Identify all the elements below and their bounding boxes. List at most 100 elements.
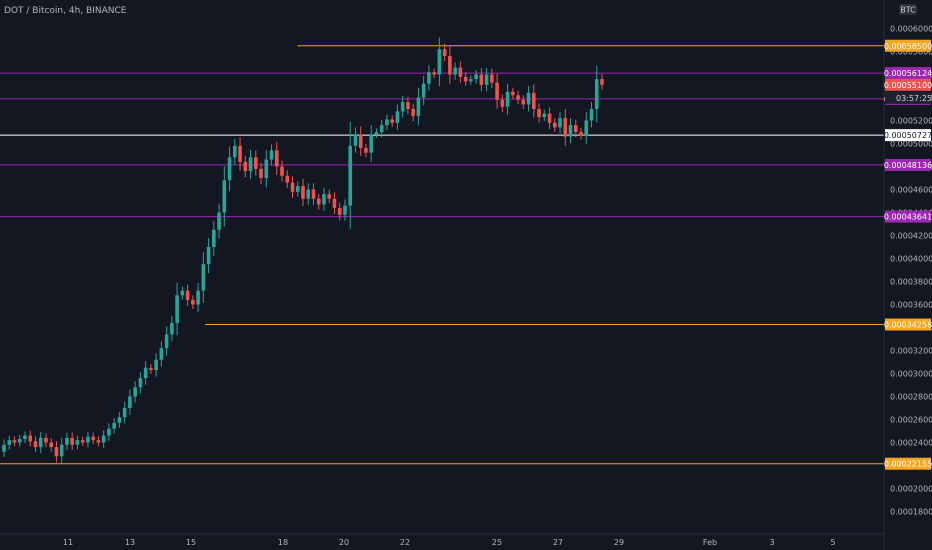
candle[interactable] <box>65 432 69 451</box>
candle[interactable] <box>594 65 599 123</box>
candle[interactable] <box>448 46 452 84</box>
candle[interactable] <box>316 193 321 210</box>
candle[interactable] <box>589 102 594 128</box>
candle[interactable] <box>427 65 431 91</box>
candle[interactable] <box>353 127 358 153</box>
currency-badge[interactable]: BTC <box>899 4 917 15</box>
candle[interactable] <box>138 372 143 394</box>
candle[interactable] <box>358 126 363 156</box>
candle[interactable] <box>558 112 562 134</box>
candle[interactable] <box>70 432 74 451</box>
candle[interactable] <box>537 103 541 123</box>
candle[interactable] <box>516 90 520 105</box>
candle[interactable] <box>154 353 158 377</box>
candle[interactable] <box>180 286 185 300</box>
candle[interactable] <box>264 150 269 188</box>
candle[interactable] <box>406 96 410 115</box>
candle[interactable] <box>91 432 95 445</box>
candle[interactable] <box>23 431 27 444</box>
candle[interactable] <box>306 183 311 205</box>
candle[interactable] <box>128 389 132 415</box>
candle[interactable] <box>563 108 568 146</box>
candle[interactable] <box>453 62 457 80</box>
candle[interactable] <box>521 95 526 109</box>
candle[interactable] <box>248 149 253 179</box>
candle[interactable] <box>2 439 6 457</box>
candle[interactable] <box>175 282 179 336</box>
candle[interactable] <box>374 128 379 138</box>
candle[interactable] <box>458 61 463 83</box>
candle[interactable] <box>80 436 85 447</box>
candle[interactable] <box>442 43 447 62</box>
candle[interactable] <box>411 103 415 122</box>
candle[interactable] <box>285 170 290 188</box>
candle[interactable] <box>437 37 442 87</box>
candle[interactable] <box>600 74 604 90</box>
candle[interactable] <box>54 441 59 463</box>
candle[interactable] <box>253 150 258 176</box>
candle[interactable] <box>96 436 101 447</box>
candle[interactable] <box>212 220 216 256</box>
candle[interactable] <box>238 137 242 171</box>
candle[interactable] <box>469 75 473 86</box>
candle[interactable] <box>421 75 426 106</box>
candle[interactable] <box>301 178 305 207</box>
candle[interactable] <box>86 431 90 448</box>
candle[interactable] <box>28 430 33 447</box>
candle[interactable] <box>101 430 106 448</box>
candle[interactable] <box>274 141 279 176</box>
candle[interactable] <box>206 238 211 274</box>
candle[interactable] <box>390 115 394 127</box>
candle[interactable] <box>337 202 342 221</box>
candle[interactable] <box>369 124 373 163</box>
candle[interactable] <box>33 436 38 452</box>
candle[interactable] <box>500 94 505 112</box>
candle[interactable] <box>59 437 64 464</box>
candle[interactable] <box>552 118 557 132</box>
candle[interactable] <box>584 112 589 144</box>
candle[interactable] <box>233 138 237 165</box>
candle[interactable] <box>343 199 347 221</box>
candle[interactable] <box>12 436 17 447</box>
candle[interactable] <box>243 155 248 178</box>
candle[interactable] <box>164 326 169 356</box>
candle[interactable] <box>170 316 174 342</box>
candle[interactable] <box>364 143 368 158</box>
candle[interactable] <box>568 118 573 144</box>
candle[interactable] <box>484 68 489 92</box>
candle[interactable] <box>479 68 484 92</box>
candle[interactable] <box>542 109 547 122</box>
candle[interactable] <box>573 119 578 138</box>
candle[interactable] <box>143 361 148 385</box>
candle[interactable] <box>201 252 206 303</box>
candle[interactable] <box>196 282 200 313</box>
candle[interactable] <box>295 181 300 197</box>
candle[interactable] <box>290 176 295 198</box>
candle[interactable] <box>385 114 389 130</box>
candle[interactable] <box>259 162 263 185</box>
candle[interactable] <box>217 203 221 239</box>
candle[interactable] <box>311 183 316 205</box>
candle[interactable] <box>38 431 43 454</box>
candle[interactable] <box>227 146 232 192</box>
candle[interactable] <box>495 73 499 109</box>
candle[interactable] <box>280 160 284 182</box>
candle[interactable] <box>547 107 552 129</box>
candle[interactable] <box>432 68 436 79</box>
candle[interactable] <box>579 127 583 140</box>
candle[interactable] <box>185 284 190 306</box>
candle[interactable] <box>463 72 468 86</box>
candle[interactable] <box>395 104 400 130</box>
candle[interactable] <box>75 435 80 450</box>
candle[interactable] <box>149 364 153 374</box>
candle[interactable] <box>474 70 478 84</box>
candle[interactable] <box>107 423 111 441</box>
time-axis[interactable]: 11 13 15 18 20 22 25 27 29 Feb 3 5 <box>0 533 884 547</box>
candle[interactable] <box>348 121 353 230</box>
candle[interactable] <box>159 341 164 367</box>
candle[interactable] <box>526 86 531 112</box>
candle[interactable] <box>490 68 494 89</box>
candle[interactable] <box>112 418 116 434</box>
candle[interactable] <box>416 88 421 126</box>
